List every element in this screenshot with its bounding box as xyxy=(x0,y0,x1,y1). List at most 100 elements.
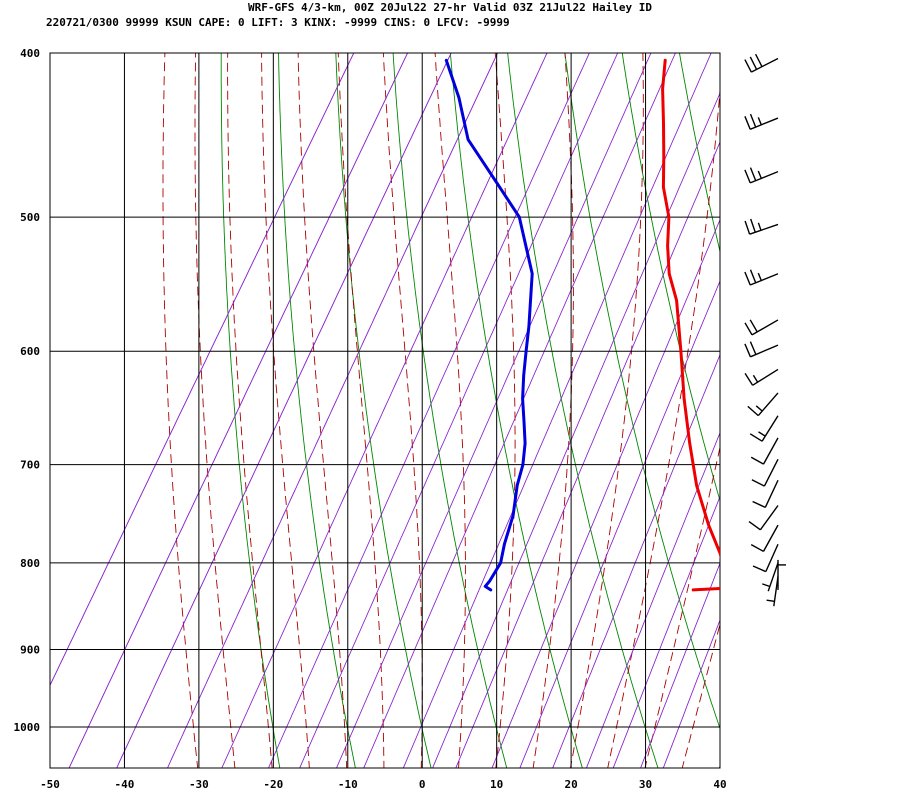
temperature-tick-label: -10 xyxy=(338,778,358,791)
temperature-tick-label: 20 xyxy=(564,778,577,791)
pressure-tick-label: 1000 xyxy=(14,721,41,734)
pressure-tick-label: 800 xyxy=(20,557,40,570)
mixing-ratio-line xyxy=(268,53,590,768)
wind-barb-staff xyxy=(765,543,779,572)
wind-barb-feather xyxy=(757,222,762,231)
wind-barb-feather xyxy=(749,167,757,181)
wind-barb-feather xyxy=(744,59,752,73)
dry-adiabat-line xyxy=(278,53,356,768)
dry-adiabat-line xyxy=(449,53,583,768)
wind-barb-feather xyxy=(751,479,765,487)
wind-barb-feather xyxy=(744,343,752,358)
dry-adiabats xyxy=(220,48,900,772)
wind-barb-staff xyxy=(757,392,779,417)
moist-adiabat-line xyxy=(382,53,423,768)
wind-barb-feather xyxy=(758,431,766,437)
wind-barb-feather xyxy=(744,220,751,235)
wind-barb-feather xyxy=(757,272,762,281)
moist-adiabat-line xyxy=(337,53,385,768)
wind-barb-feather xyxy=(748,521,761,531)
mixing-ratio-line xyxy=(519,279,720,768)
pressure-tick-label: 700 xyxy=(20,459,40,472)
pressure-tick-label: 400 xyxy=(20,47,40,60)
wind-barb-feather xyxy=(755,405,763,412)
dry-adiabat-line xyxy=(507,53,659,768)
wind-barb xyxy=(744,53,779,73)
wind-barb-staff xyxy=(751,319,779,336)
wind-barb xyxy=(744,218,779,235)
wind-barb-staff xyxy=(763,459,779,487)
wind-barb xyxy=(777,559,786,590)
moist-adiabat-line xyxy=(607,84,720,768)
moist-adiabat-line xyxy=(434,53,466,768)
wind-barb xyxy=(748,505,779,531)
plot-frame xyxy=(49,52,721,769)
wind-barb-feather xyxy=(757,170,762,179)
temperature-tick-labels: -50 -40 -30 -20 -10 0 10 20 30 40 xyxy=(40,778,727,791)
wind-barb-feather xyxy=(744,116,751,130)
wind-barb-feather xyxy=(744,169,751,184)
wind-barb xyxy=(749,415,779,442)
temperature-tick-label: -40 xyxy=(115,778,135,791)
wind-barb-feather xyxy=(744,322,753,336)
wind-barb-feather xyxy=(766,599,775,602)
wind-barb-staff xyxy=(761,415,779,442)
wind-barb-feather xyxy=(744,271,751,286)
wind-barb xyxy=(747,392,779,417)
pressure-tick-labels: 400 500 600 700 800 900 1000 xyxy=(14,47,41,734)
wind-barb-feather xyxy=(747,405,759,417)
temperature-trace xyxy=(661,58,720,592)
wind-barb-staff xyxy=(750,57,779,73)
temperature-tick-label: -50 xyxy=(40,778,60,791)
wind-barb xyxy=(752,543,779,573)
wind-barb-feather xyxy=(752,565,767,573)
wind-barb-staff xyxy=(749,223,779,235)
pressure-tick-label: 500 xyxy=(20,211,40,224)
temperature-tick-label: 0 xyxy=(419,778,426,791)
temperature-tick-label: 30 xyxy=(639,778,652,791)
moist-adiabat-line xyxy=(194,53,236,768)
wind-barb-feather xyxy=(749,319,758,333)
mixing-ratio-line xyxy=(50,53,355,687)
pressure-tick-label: 900 xyxy=(20,643,40,656)
wind-barb-feather xyxy=(749,341,757,355)
mixing-ratio-line xyxy=(491,218,720,768)
wind-barb-staff xyxy=(762,437,779,465)
wind-barb-feather xyxy=(744,373,754,386)
dry-adiabat-line xyxy=(392,53,508,768)
wind-barb-staff xyxy=(759,505,779,531)
wind-barb xyxy=(750,437,779,465)
wind-barbs xyxy=(744,53,786,607)
dry-adiabat-line xyxy=(850,48,900,772)
wind-barb-staff xyxy=(762,524,779,552)
temperature-tick-label: 40 xyxy=(713,778,726,791)
wind-barb-feather xyxy=(750,456,764,465)
wind-barb-staff xyxy=(749,117,779,130)
wind-barb xyxy=(744,167,779,184)
chart-subtitle: 220721/0300 99999 KSUN CAPE: 0 LIFT: 3 K… xyxy=(46,16,510,29)
moist-adiabat-line xyxy=(569,53,644,768)
mixing-ratio-line xyxy=(432,92,720,768)
moist-adiabat-line xyxy=(227,53,273,768)
wind-barb-feather xyxy=(754,53,763,68)
dry-adiabat-line xyxy=(220,53,281,768)
temperature-tick-label: -20 xyxy=(263,778,283,791)
wind-barb xyxy=(744,113,779,130)
mixing-ratio-line xyxy=(662,618,720,768)
mixing-ratio-line xyxy=(585,431,720,768)
wind-barb-feather xyxy=(749,269,757,283)
dry-adiabat-line xyxy=(679,53,720,254)
mixing-ratio-line xyxy=(299,53,619,768)
dry-adiabat-line xyxy=(564,53,720,730)
wind-barb-feather xyxy=(749,433,763,442)
mixing-ratio-line xyxy=(116,53,452,768)
wind-barb-feather xyxy=(750,218,756,233)
moist-adiabat-line xyxy=(681,622,720,768)
mixing-ratio-line xyxy=(640,562,720,768)
wind-barb xyxy=(744,269,779,286)
wind-barb-feather xyxy=(752,374,759,383)
wind-barb xyxy=(752,479,779,509)
wind-barb-feather xyxy=(749,56,758,70)
wind-barb-staff xyxy=(749,273,779,286)
